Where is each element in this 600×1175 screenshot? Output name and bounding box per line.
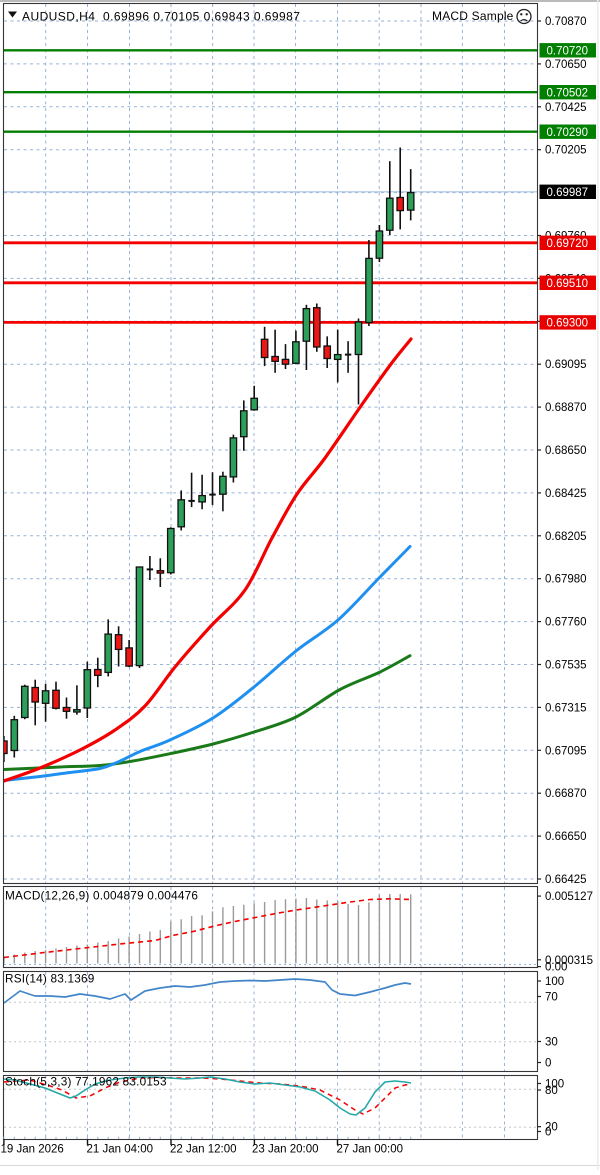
svg-text:0.66650: 0.66650 [545,831,587,843]
svg-text:RSI(14) 83.1369: RSI(14) 83.1369 [5,972,95,986]
svg-text:21 Jan 04:00: 21 Jan 04:00 [87,1144,154,1156]
svg-text:0.005127: 0.005127 [545,891,593,903]
svg-text:0: 0 [545,1127,551,1139]
svg-text:0.70720: 0.70720 [547,46,589,58]
svg-text:0.70425: 0.70425 [545,102,587,114]
svg-text:0.68205: 0.68205 [545,531,587,543]
svg-text:0.00: 0.00 [545,962,567,974]
svg-text:0.67315: 0.67315 [545,702,587,714]
svg-text:100: 100 [545,976,564,988]
svg-text:30: 30 [545,1037,558,1049]
svg-text:22 Jan 12:00: 22 Jan 12:00 [170,1144,237,1156]
svg-text:0.69300: 0.69300 [547,318,589,330]
svg-text:0.67535: 0.67535 [545,660,587,672]
svg-text:0.69720: 0.69720 [547,238,589,250]
svg-text:0.67980: 0.67980 [545,574,587,586]
svg-text:23 Jan 20:00: 23 Jan 20:00 [252,1144,319,1156]
svg-text:0.67760: 0.67760 [545,617,587,629]
svg-text:0.69095: 0.69095 [545,359,587,371]
svg-text:MACD Sample: MACD Sample [432,9,514,23]
svg-text:0: 0 [545,1058,551,1070]
svg-text:0.69510: 0.69510 [547,278,589,290]
svg-text:70: 70 [545,992,558,1004]
svg-text:27 Jan 00:00: 27 Jan 00:00 [337,1144,404,1156]
svg-text:Stoch(5,3,3) 77.1962 83.0153: Stoch(5,3,3) 77.1962 83.0153 [5,1075,167,1089]
svg-text:0.67095: 0.67095 [545,745,587,757]
svg-text:0.66425: 0.66425 [545,874,587,886]
svg-text:0.70650: 0.70650 [545,59,587,71]
svg-text:80: 80 [545,1085,558,1097]
svg-text:19 Jan 2026: 19 Jan 2026 [1,1144,64,1156]
svg-text:0.000315: 0.000315 [545,955,593,967]
svg-text:0.70502: 0.70502 [547,87,589,99]
svg-text:20: 20 [545,1122,558,1134]
svg-text:100: 100 [545,1079,564,1091]
svg-text:0.68425: 0.68425 [545,488,587,500]
svg-text:0.69987: 0.69987 [547,187,589,199]
svg-text:0.68650: 0.68650 [545,445,587,457]
svg-text:0.68870: 0.68870 [545,402,587,414]
svg-text:0.70205: 0.70205 [545,145,587,157]
svg-text:MACD(12,26,9) 0.004879 0.00447: MACD(12,26,9) 0.004879 0.004476 [5,889,198,903]
svg-text:0.66870: 0.66870 [545,788,587,800]
svg-text:AUDUSD,H4 0.69896 0.70105 0.6: AUDUSD,H4 0.69896 0.70105 0.69843 0.6998… [22,10,300,24]
svg-text:0.70870: 0.70870 [545,16,587,28]
svg-text:0.70290: 0.70290 [547,127,589,139]
